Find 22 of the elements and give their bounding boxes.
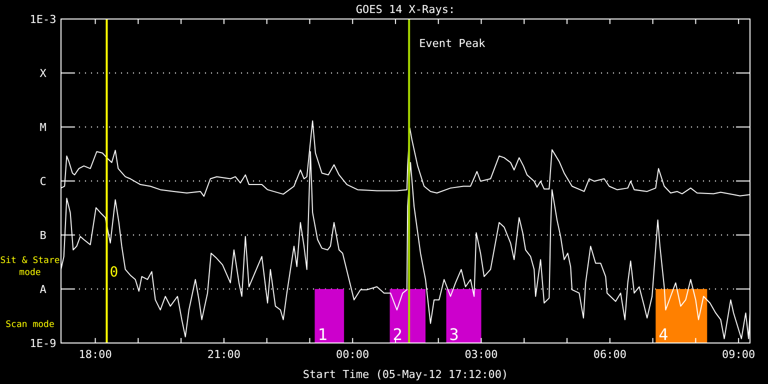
y-tick-label: A <box>40 283 47 296</box>
x-tick-label: 06:00 <box>593 348 626 361</box>
y-tick-label: 1E-9 <box>30 337 56 350</box>
x-tick-label: 18:00 <box>78 348 112 361</box>
text: Scan mode <box>6 320 54 330</box>
band-label: 1 <box>318 325 328 344</box>
x-tick-label: 21:00 <box>207 348 241 361</box>
band-label: 4 <box>658 325 668 344</box>
band-label: 3 <box>449 325 459 344</box>
text: Sit & Stare mode <box>0 256 60 278</box>
y-tick-label: X <box>40 67 47 80</box>
y-tick-label: B <box>40 229 47 242</box>
annotation: 0 <box>110 264 118 281</box>
x-tick-label: 03:00 <box>464 348 498 361</box>
y-tick-label: C <box>40 175 46 188</box>
y-tick-label: 1E-3 <box>30 13 56 26</box>
x-axis-title: Start Time (05-May-12 17:12:00) <box>302 368 508 381</box>
ref-line-label: Event Peak <box>419 37 486 50</box>
chart-title: GOES 14 X-Rays: <box>356 3 456 16</box>
x-tick-label: 00:00 <box>336 348 370 361</box>
y-tick-label: M <box>40 121 47 134</box>
x-tick-label: 09:00 <box>722 348 756 361</box>
